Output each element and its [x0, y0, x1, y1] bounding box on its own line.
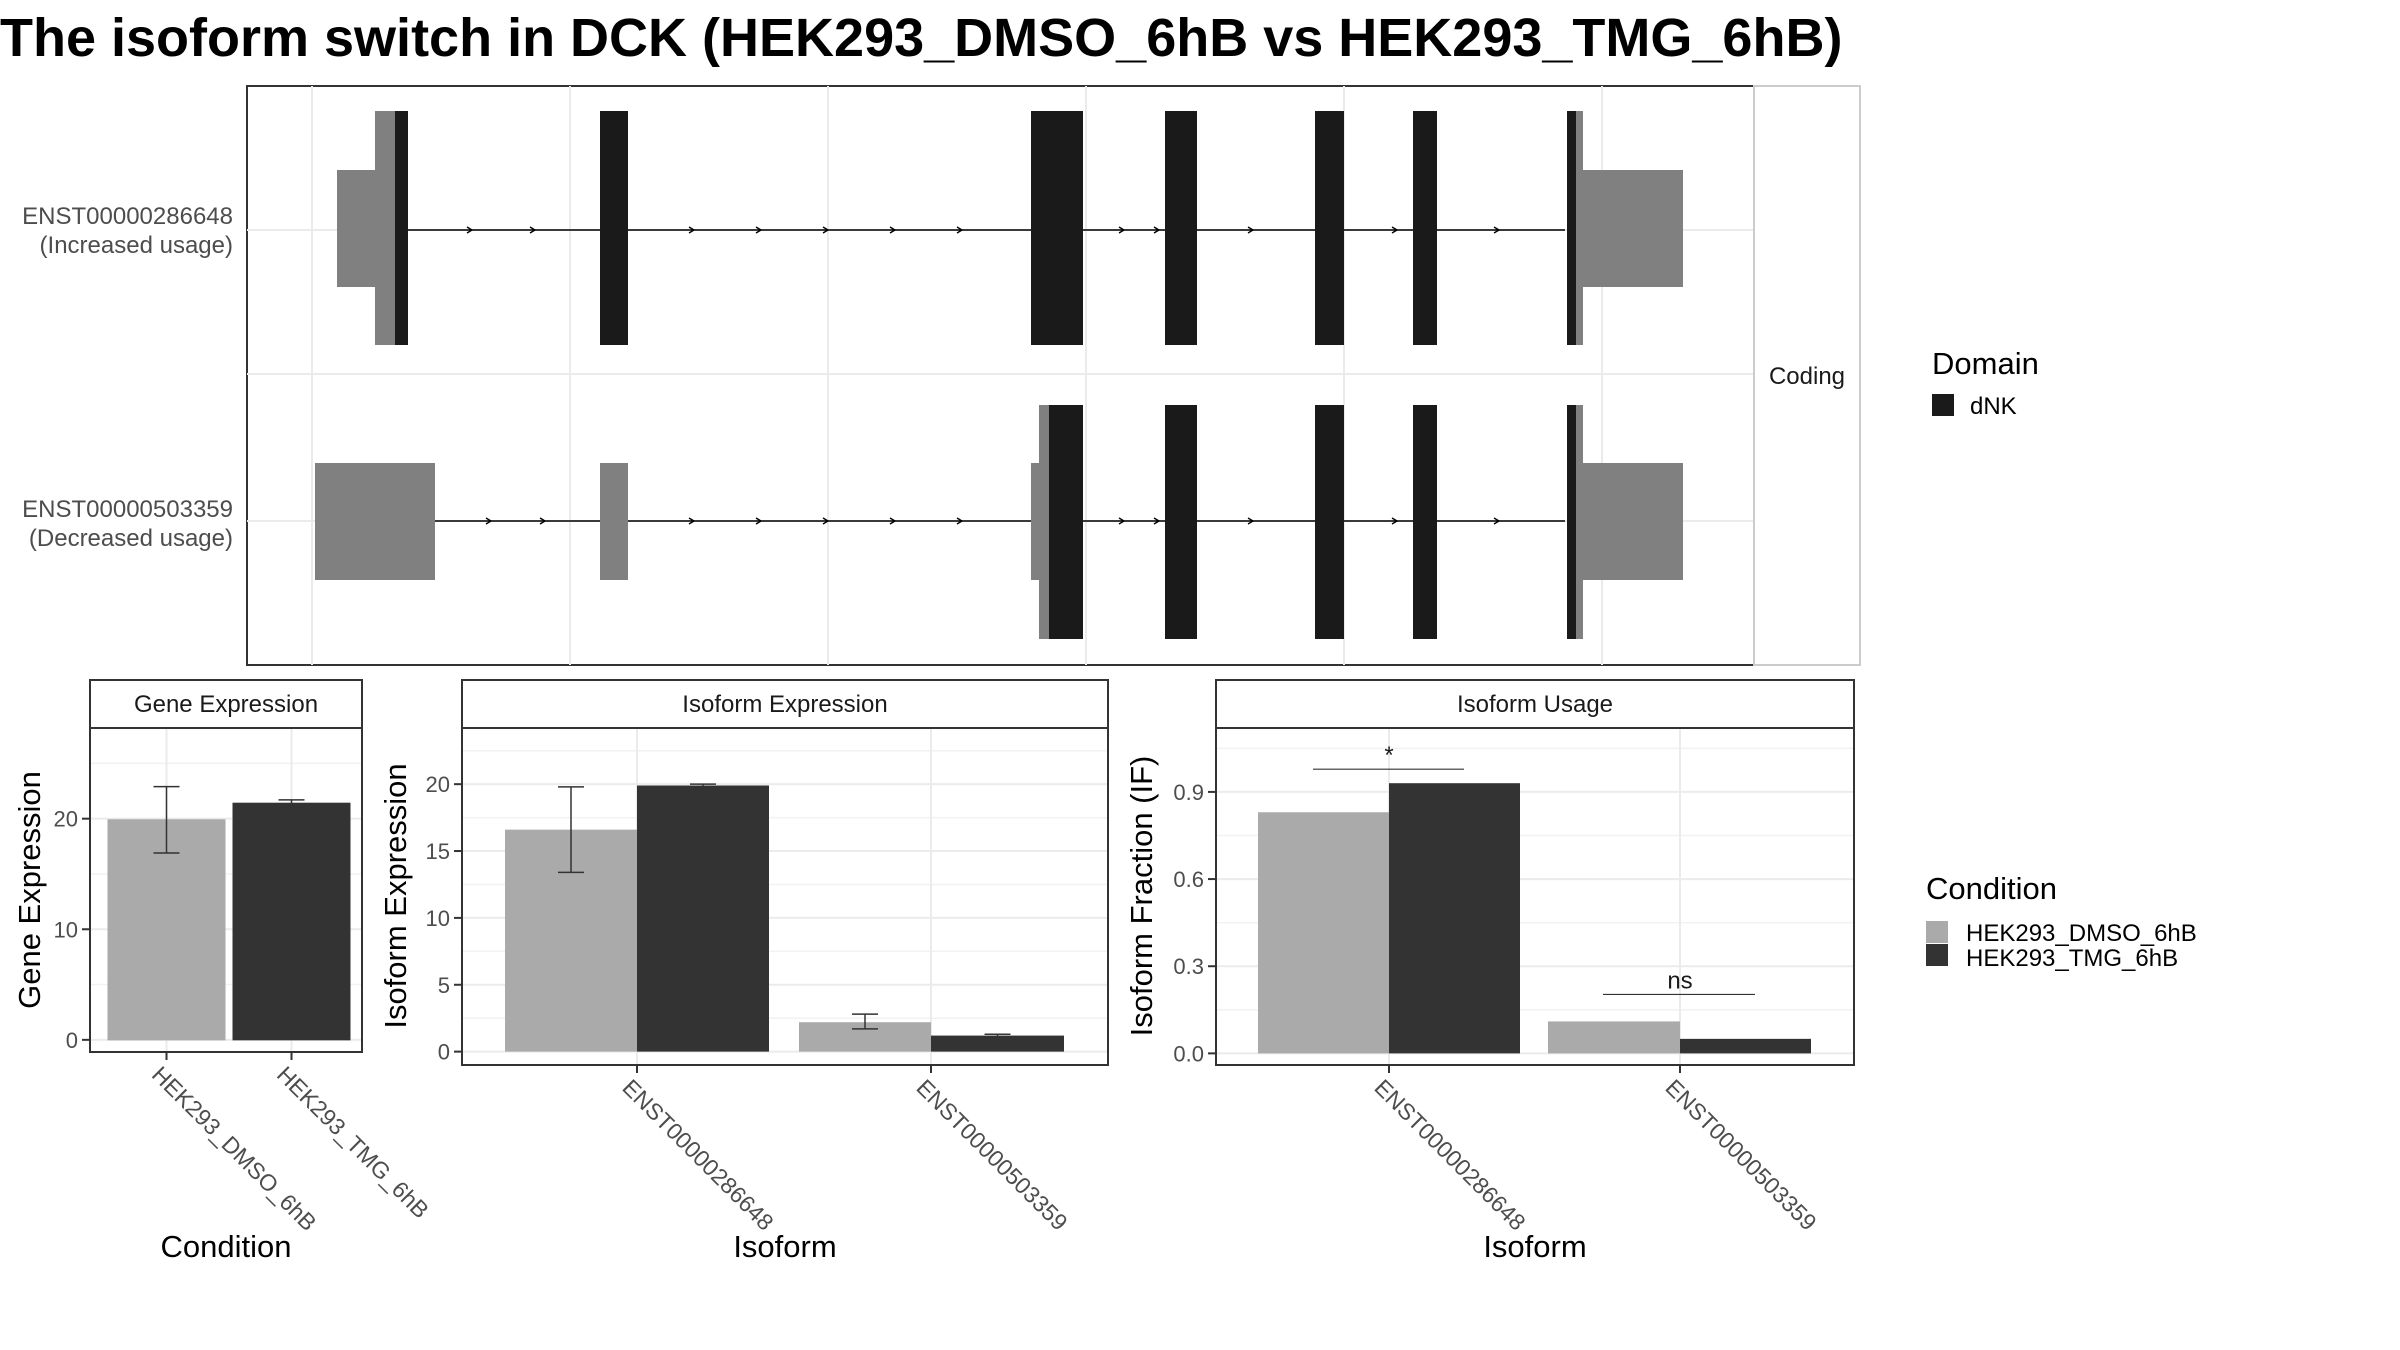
isoform-usage-plot-border	[1215, 727, 1855, 1066]
isoform-usage-strip	[1215, 679, 1855, 729]
isoform-usage-panel: Isoform Usage 0.0 0.3 0.6 0.9 * ns ENST00000286…	[1124, 679, 1855, 1264]
isoform-usage-bar	[1680, 1038, 1811, 1054]
isoform-usage-ytick-label: 0.9	[1173, 780, 1204, 805]
isoform-expr-ytick-label: 15	[426, 839, 450, 864]
condition-label-dmso: HEK293_DMSO_6hB	[1966, 920, 2197, 947]
condition-legend: Condition HEK293_DMSO_6hB HEK293_TMG_6hB	[1926, 871, 2197, 972]
gene-ytick-label: 20	[54, 807, 78, 832]
isoform-usage-y-axis-title: Isoform Fraction (IF)	[1124, 756, 1159, 1037]
gene-plot-border	[89, 727, 363, 1053]
structure-panel-frame	[246, 85, 1755, 666]
isoform-2-usage-label: (Decreased usage)	[29, 525, 233, 552]
isoform-2-id-label: ENST00000503359	[22, 496, 233, 523]
gene-strip-title: Gene Expression	[134, 691, 318, 718]
isoform-expr-strip-title: Isoform Expression	[682, 691, 887, 718]
dnk-domain-blocks	[1049, 405, 1576, 639]
dnk-domain-blocks	[395, 111, 1576, 345]
gene-x-axis-title: Condition	[161, 1229, 292, 1264]
isoform-usage-ytick-label: 0.0	[1173, 1041, 1204, 1066]
coding-strip-label: Coding	[1769, 363, 1845, 390]
isoform-expr-bar	[637, 785, 769, 1052]
gene-expression-panel: Gene Expression01020HEK293_DMSO_6hBHEK29…	[12, 679, 434, 1264]
isoform-usage-ytick-label: 0.6	[1173, 867, 1204, 892]
isoform-expr-xtick-label: ENST00000503359	[911, 1074, 1072, 1235]
isoform-1-id-label: ENST00000286648	[22, 203, 233, 230]
isoform-expr-ytick-label: 20	[426, 772, 450, 797]
isoform-usage-bar	[1389, 783, 1520, 1054]
utr-blocks	[315, 405, 1683, 639]
condition-key-dmso	[1926, 921, 1948, 943]
isoform-usage-xtick-label: ENST00000286648	[1369, 1074, 1530, 1235]
gene-ytick-label: 10	[54, 917, 78, 942]
gene-strip	[89, 679, 363, 729]
utr-blocks	[337, 111, 1683, 345]
isoform-usage-ytick-label: 0.3	[1173, 954, 1204, 979]
domain-legend: Domain dNK	[1932, 346, 2039, 420]
domain-legend-label: dNK	[1970, 393, 2017, 420]
intron-direction-arrows	[485, 517, 1501, 525]
isoform-expr-bar	[931, 1035, 1064, 1052]
condition-key-tmg	[1926, 944, 1948, 966]
isoform-expr-x-axis-title: Isoform	[733, 1229, 836, 1264]
transcript-track-2	[315, 405, 1683, 639]
isoform-usage-xtick-label: ENST00000503359	[1660, 1074, 1821, 1235]
gene-bar	[107, 819, 226, 1041]
isoform-usage-x-axis-title: Isoform	[1483, 1229, 1586, 1264]
isoform-expr-xtick-label: ENST00000286648	[617, 1074, 778, 1235]
gene-y-axis-title: Gene Expression	[12, 771, 47, 1009]
isoform-expr-ytick-label: 0	[438, 1040, 450, 1065]
isoform-expression-panel: Isoform Expression 0 5 10 15 20 ENST0000028664…	[378, 679, 1109, 1264]
isoform-usage-significance-label: *	[1384, 742, 1393, 769]
gene-structure-panel: ENST00000286648 (Increased usage) ENST00…	[22, 85, 1861, 666]
gene-ytick-label: 0	[66, 1028, 78, 1053]
condition-legend-title: Condition	[1926, 871, 2057, 906]
intron-direction-arrows	[466, 226, 1501, 234]
figure-title: The isoform switch in DCK (HEK293_DMSO_6…	[0, 8, 1842, 68]
condition-label-tmg: HEK293_TMG_6hB	[1966, 945, 2178, 972]
isoform-1-usage-label: (Increased usage)	[40, 232, 233, 259]
domain-legend-title: Domain	[1932, 346, 2039, 381]
domain-legend-key	[1932, 394, 1954, 416]
isoform-expr-y-axis-title: Isoform Expression	[378, 763, 413, 1028]
isoform-usage-bar	[1548, 1021, 1680, 1054]
isoform-expr-ytick-label: 10	[426, 906, 450, 931]
isoform-usage-significance-label: ns	[1667, 967, 1692, 994]
isoform-usage-strip-title: Isoform Usage	[1457, 691, 1613, 718]
isoform-expr-plot-border	[461, 727, 1109, 1066]
transcript-track-1	[337, 111, 1683, 345]
isoform-expr-strip	[461, 679, 1109, 729]
coding-strip	[1753, 85, 1861, 666]
isoform-usage-bar	[1258, 812, 1389, 1054]
gene-bar	[232, 802, 351, 1041]
isoform-expr-ytick-label: 5	[438, 973, 450, 998]
